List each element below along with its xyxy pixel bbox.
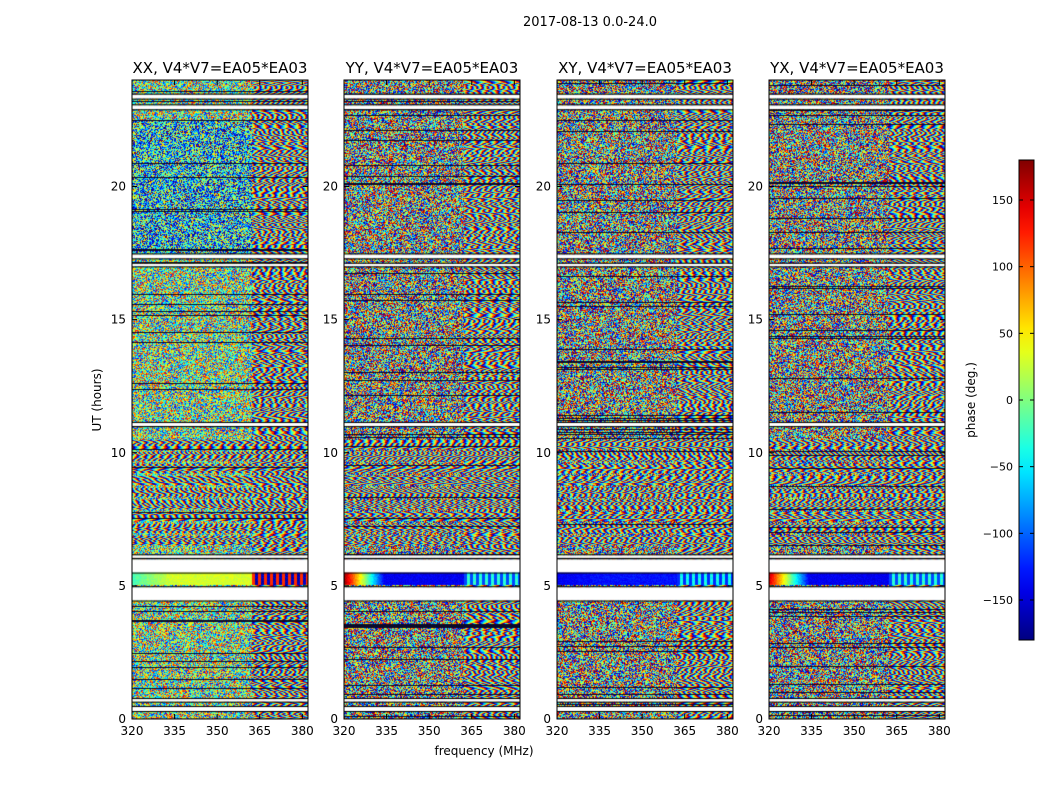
panel-title: YY, V4*V7=EA05*EA03 [345,59,519,77]
panel-3: XY, V4*V7=EA05*EA03 320 335 350 365 380 0 5 10 15… [536,59,739,738]
y-tick-label: 5 [118,579,126,593]
y-tick-label: 15 [323,313,338,327]
y-tick-label: 15 [536,313,551,327]
y-tick-label: 15 [748,313,763,327]
colorbar-tick-label: 50 [999,327,1013,340]
x-tick-label: 320 [546,724,569,738]
y-tick-label: 10 [748,446,763,460]
colorbar-tick-label: 100 [992,261,1013,274]
y-tick-label: 20 [748,180,763,194]
x-tick-label: 380 [928,724,951,738]
colorbar-label: phase (deg.) [964,362,978,438]
axes-frame [556,79,734,720]
colorbar-tick-label: −50 [990,461,1013,474]
y-tick-label: 10 [536,446,551,460]
x-tick-label: 320 [121,724,144,738]
y-tick-label: 0 [543,712,551,726]
x-tick-label: 350 [631,724,654,738]
phase-heatmap [344,80,520,719]
y-tick-label: 5 [330,579,338,593]
y-tick-label: 0 [755,712,763,726]
x-tick-label: 365 [248,724,271,738]
x-tick-label: 335 [375,724,398,738]
colorbar-tick-label: 0 [1006,394,1013,407]
x-tick-label: 380 [291,724,314,738]
y-tick-label: 20 [323,180,338,194]
y-tick-label: 15 [111,313,126,327]
x-tick-label: 335 [800,724,823,738]
figure-title: 2017-08-13 0.0-24.0 [523,15,657,30]
axes-frame [768,79,946,720]
y-tick-label: 0 [330,712,338,726]
panels: XX, V4*V7=EA05*EA03 320 335 350 365 380 0 5 10 15… [111,59,951,738]
x-tick-label: 365 [673,724,696,738]
x-tick-label: 380 [716,724,739,738]
y-tick-label: 20 [111,180,126,194]
colorbar-tick-label: −150 [983,594,1013,607]
y-tick-label: 10 [323,446,338,460]
colorbar-tick-label: −100 [983,527,1013,540]
x-tick-label: 350 [843,724,866,738]
x-axis-label: frequency (MHz) [434,744,533,758]
x-tick-label: 335 [588,724,611,738]
y-tick-label: 20 [536,180,551,194]
colorbar: −150 −100 −50 0 50 100 150 [983,159,1035,641]
y-axis-label: UT (hours) [90,368,104,431]
axes-frame [131,79,309,720]
x-tick-label: 365 [460,724,483,738]
panel-title: XY, V4*V7=EA05*EA03 [558,59,732,77]
panel-title: XX, V4*V7=EA05*EA03 [133,59,308,77]
x-tick-label: 365 [885,724,908,738]
axes-frame [343,79,521,720]
phase-heatmap [769,80,945,719]
panel-title: YX, V4*V7=EA05*EA03 [769,59,944,77]
panel-4: YX, V4*V7=EA05*EA03 320 335 350 365 380 0 5 10 15… [748,59,951,738]
x-tick-label: 350 [206,724,229,738]
panel-2: YY, V4*V7=EA05*EA03 320 335 350 365 380 0 5 10 15… [323,59,526,738]
x-tick-label: 380 [503,724,526,738]
phase-heatmap [132,80,308,719]
x-tick-label: 320 [333,724,356,738]
y-tick-label: 0 [118,712,126,726]
colorbar-tick-label: 150 [992,194,1013,207]
x-tick-label: 335 [163,724,186,738]
y-tick-label: 5 [543,579,551,593]
x-tick-label: 320 [758,724,781,738]
phase-heatmap [557,80,733,719]
x-tick-label: 350 [418,724,441,738]
y-tick-label: 5 [755,579,763,593]
panel-1: XX, V4*V7=EA05*EA03 320 335 350 365 380 0 5 10 15… [111,59,314,738]
y-tick-label: 10 [111,446,126,460]
